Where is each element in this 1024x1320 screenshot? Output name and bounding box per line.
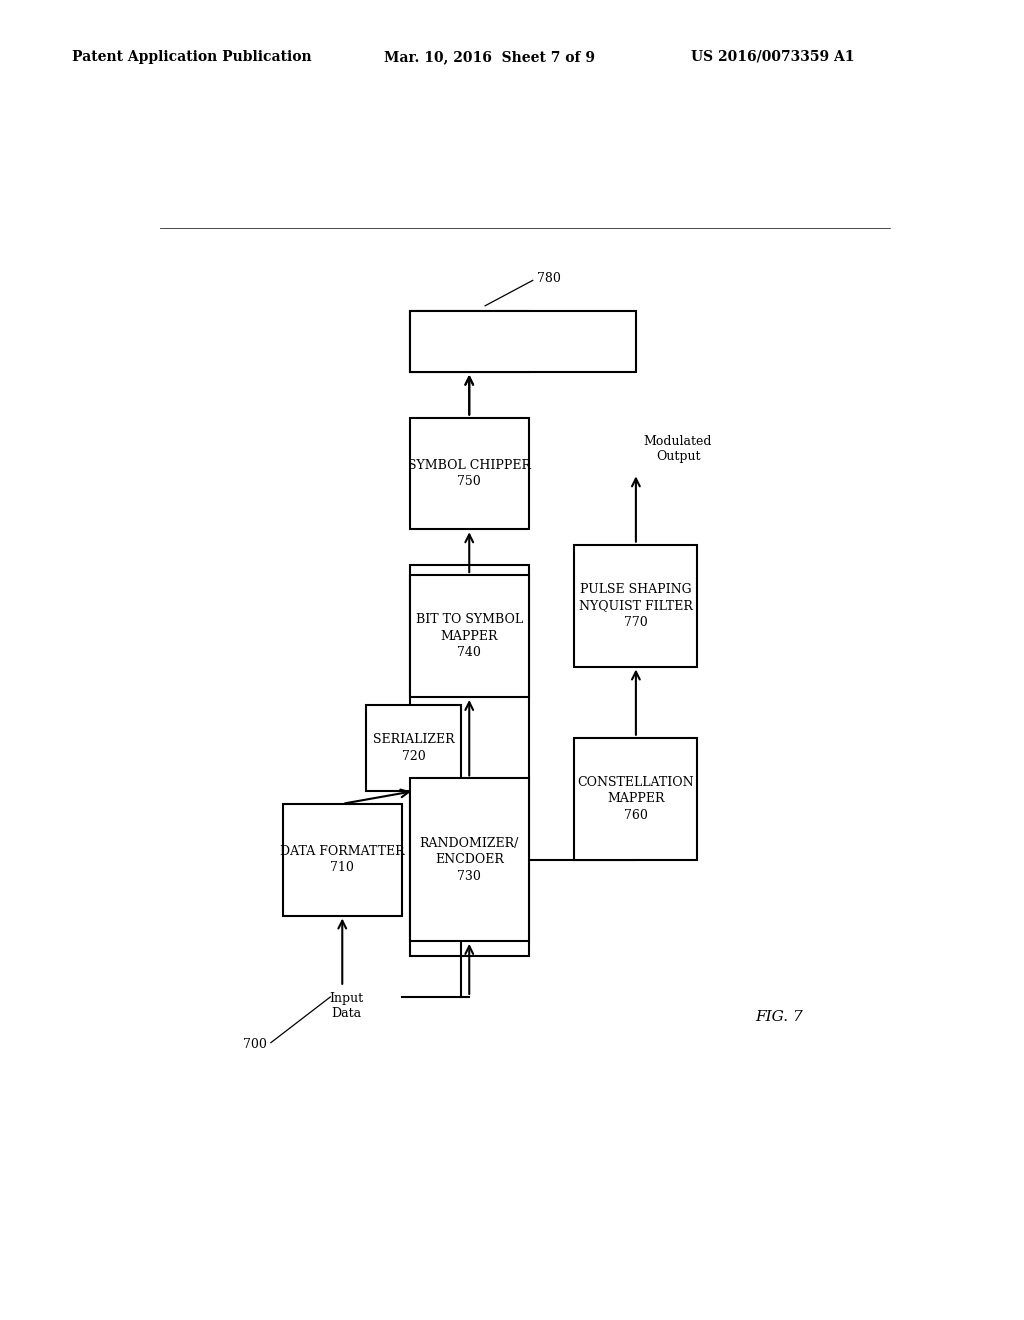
Text: SYMBOL CHIPPER
750: SYMBOL CHIPPER 750	[408, 459, 530, 488]
Text: PULSE SHAPING
NYQUIST FILTER
770: PULSE SHAPING NYQUIST FILTER 770	[579, 582, 693, 628]
Bar	[410, 779, 528, 941]
Bar	[410, 576, 528, 697]
Bar	[574, 738, 697, 859]
Bar	[410, 417, 528, 529]
Text: Mar. 10, 2016  Sheet 7 of 9: Mar. 10, 2016 Sheet 7 of 9	[384, 50, 595, 63]
Text: 780: 780	[537, 272, 560, 285]
Bar	[283, 804, 401, 916]
Text: FIG. 7: FIG. 7	[755, 1010, 803, 1024]
Text: Input
Data: Input Data	[329, 991, 364, 1020]
Bar	[367, 705, 461, 791]
Bar	[410, 565, 528, 956]
Text: Patent Application Publication: Patent Application Publication	[72, 50, 311, 63]
Text: US 2016/0073359 A1: US 2016/0073359 A1	[691, 50, 855, 63]
Text: BIT TO SYMBOL
MAPPER
740: BIT TO SYMBOL MAPPER 740	[416, 612, 523, 659]
Text: CONSTELLATION
MAPPER
760: CONSTELLATION MAPPER 760	[578, 776, 694, 822]
Bar	[410, 312, 636, 372]
Text: SERIALIZER
720: SERIALIZER 720	[373, 733, 455, 763]
Bar	[574, 545, 697, 667]
Text: 700: 700	[243, 1039, 267, 1051]
Bar	[410, 312, 528, 372]
Text: DATA FORMATTER
710: DATA FORMATTER 710	[280, 845, 404, 874]
Text: Modulated
Output: Modulated Output	[644, 436, 713, 463]
Text: RANDOMIZER/
ENCDOER
730: RANDOMIZER/ ENCDOER 730	[420, 837, 519, 883]
